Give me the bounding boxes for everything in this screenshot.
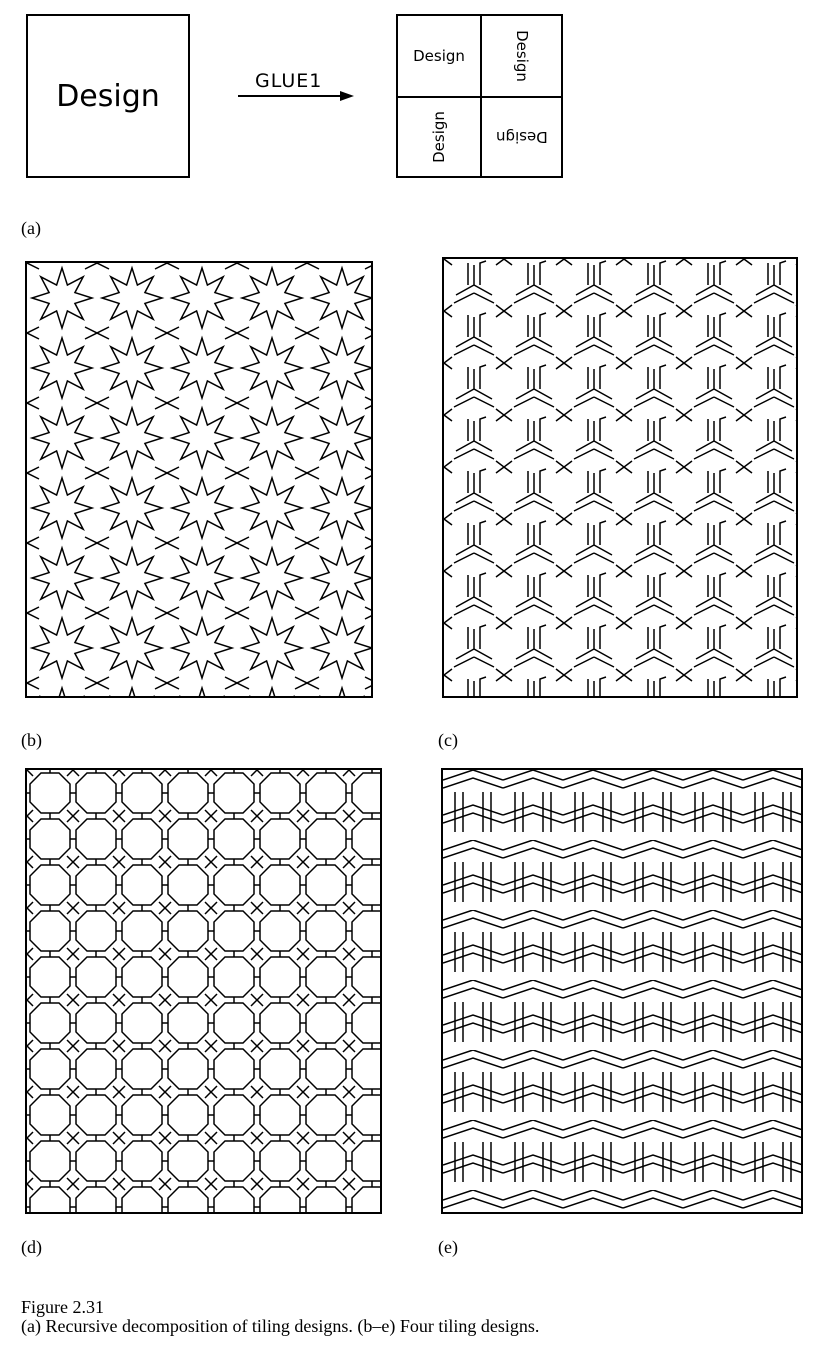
figure-label: Figure 2.31 [21, 1297, 104, 1317]
panel-b-label: (b) [21, 730, 42, 750]
glue-arrow [238, 91, 354, 101]
panel-d-label: (d) [21, 1237, 42, 1257]
panel-e-label: (e) [438, 1237, 458, 1257]
tiling-e [441, 768, 803, 1214]
quad-top-left: Design [413, 47, 465, 65]
figure-caption: (a) Recursive decomposition of tiling de… [21, 1316, 540, 1336]
panel-c-label: (c) [438, 730, 458, 750]
tiling-c [442, 257, 798, 698]
quad-bottom-right: Design [495, 128, 548, 146]
panel-a-label: (a) [21, 218, 41, 238]
tiling-d [25, 768, 382, 1214]
design-box: Design [26, 14, 190, 178]
quad-grid: Design Design Design Design [396, 14, 563, 178]
quad-bottom-left: Design [429, 111, 448, 163]
quad-top-right: Design [512, 30, 531, 82]
tiling-b [25, 261, 373, 698]
design-box-label: Design [56, 78, 160, 114]
glue-arrow-label: GLUE1 [255, 70, 323, 92]
